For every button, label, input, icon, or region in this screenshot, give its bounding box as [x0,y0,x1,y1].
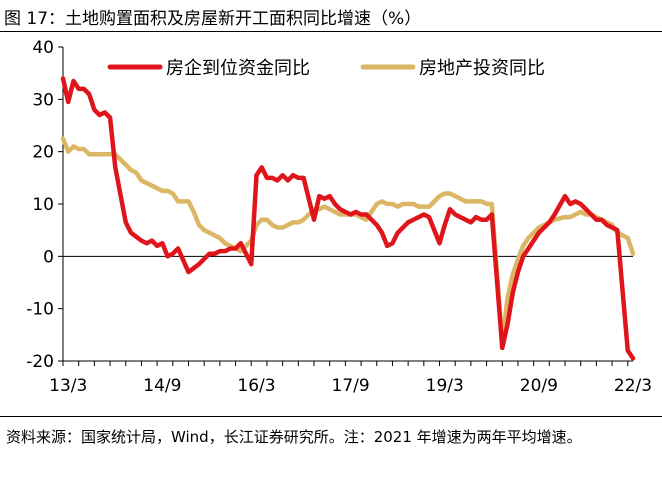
y-tick-label: 20 [32,143,54,163]
y-tick-label: 10 [32,195,54,215]
line-chart: -20 -10 0 10 20 30 40 13/3 14/9 16/3 17/9 19/3 20/9 2… [26,38,652,396]
y-tick-label: -10 [26,300,54,320]
x-tick-label: 16/3 [237,376,275,396]
y-tick-label: 40 [32,38,54,58]
title-rule [0,31,662,32]
legend-label-2: 房地产投资同比 [419,58,545,79]
series-line-2 [60,136,636,345]
series-line-1 [60,76,636,361]
y-tick-label: -20 [26,352,54,372]
y-tick-label: 30 [32,90,54,110]
source-note: 资料来源：国家统计局，Wind，长江证券研究所。注：2021 年增速为两年平均增… [6,428,582,446]
x-tick-label: 22/3 [614,376,652,396]
figure-title: 图 17：土地购置面积及房屋新开工面积同比增速（%） [4,9,422,29]
x-tick-label: 19/3 [426,376,464,396]
y-tick-label: 0 [43,247,54,267]
x-tick-label: 17/9 [332,376,370,396]
legend: 房企到位资金同比 房地产投资同比 [107,58,545,79]
axes: -20 -10 0 10 20 30 40 13/3 14/9 16/3 17/9 19/3 20/9 2… [26,38,652,396]
series-lines [60,76,636,361]
x-tick-label: 14/9 [143,376,181,396]
legend-label-1: 房企到位资金同比 [166,58,310,79]
x-tick-label: 13/3 [49,376,87,396]
x-tick-label: 20/9 [520,376,558,396]
source-rule [0,416,662,417]
